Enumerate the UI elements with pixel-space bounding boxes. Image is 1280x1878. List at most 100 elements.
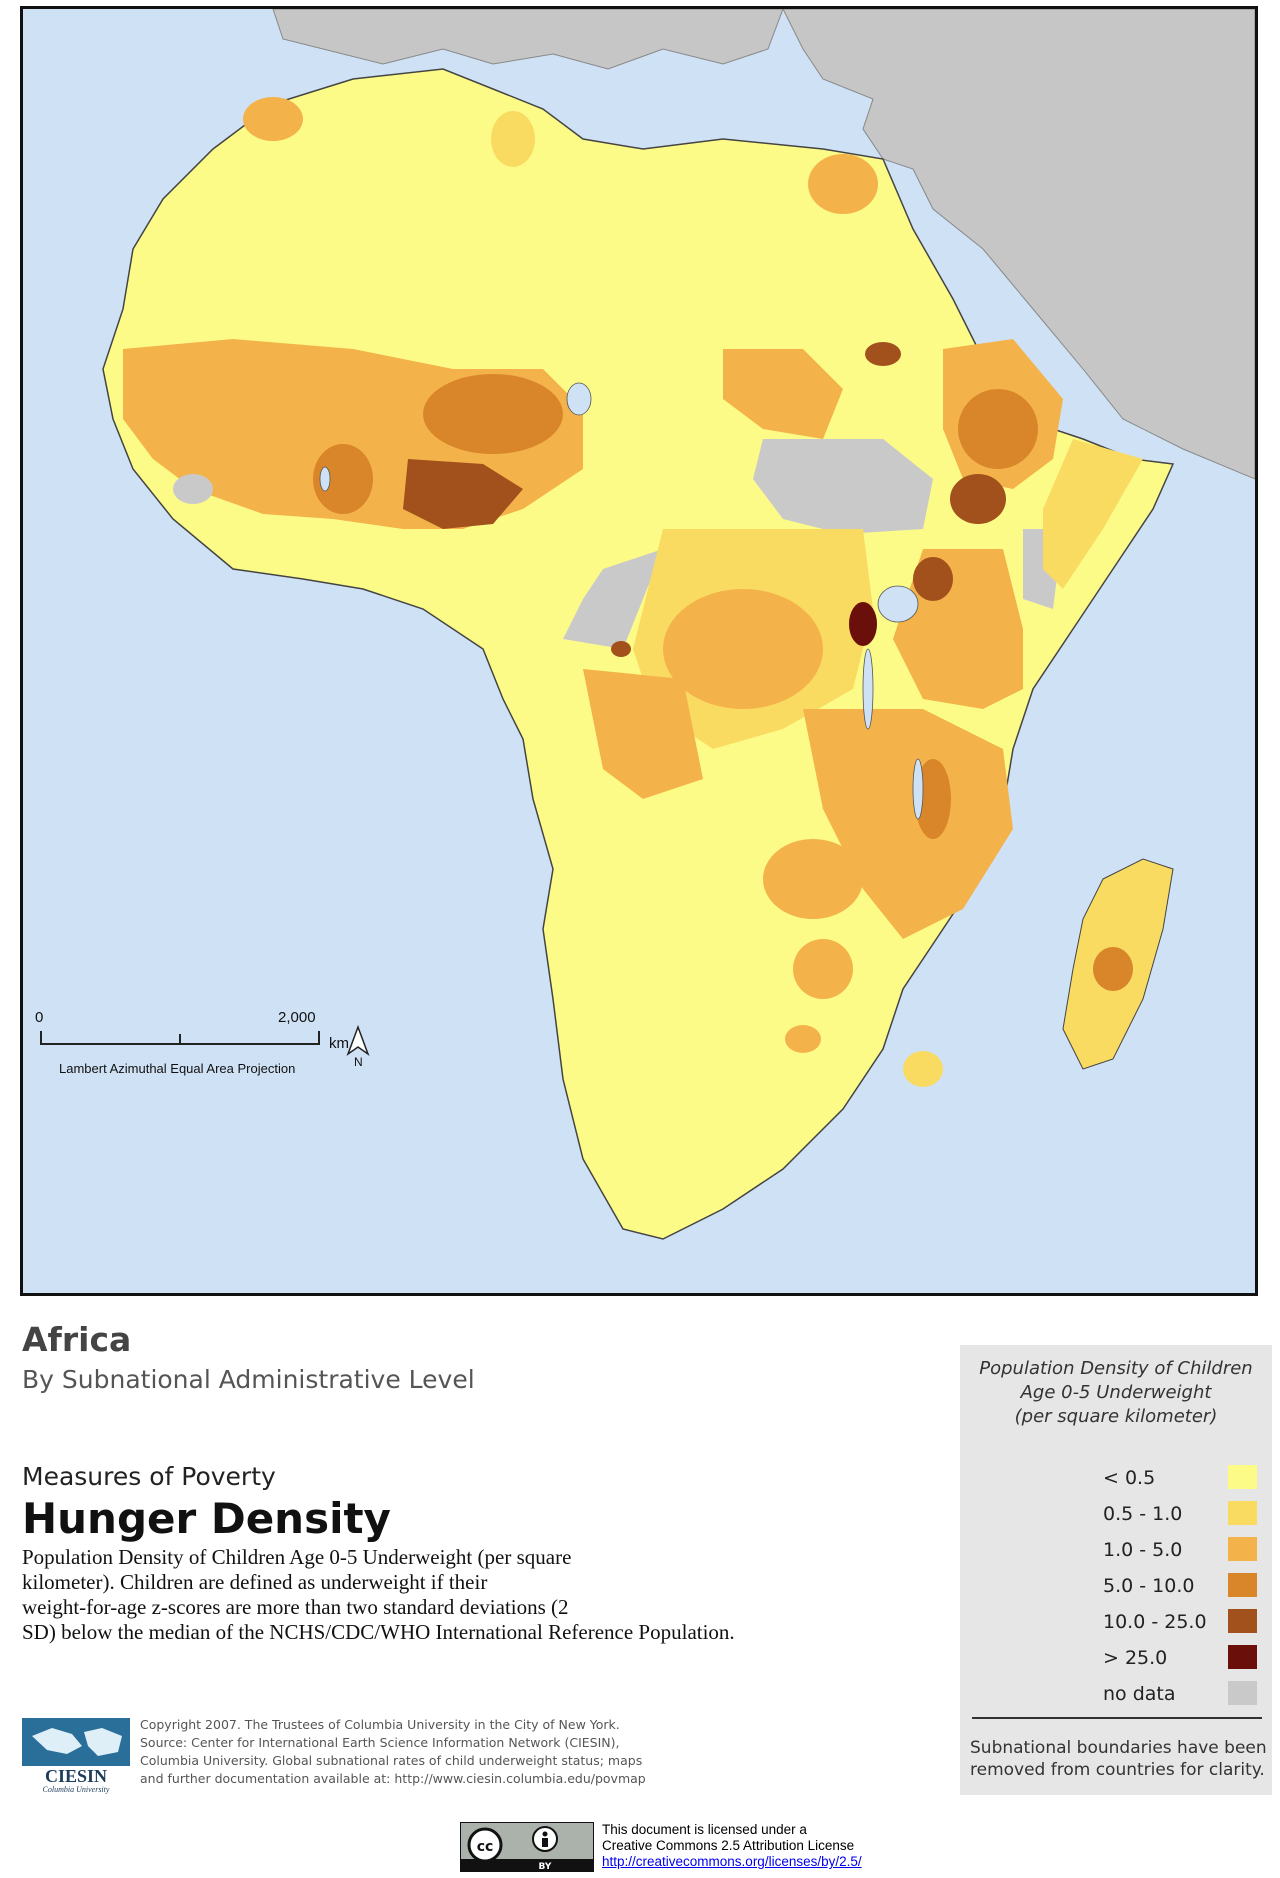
region-south-sudan-nodata — [753, 439, 933, 534]
arabia-landmass — [782, 9, 1255, 480]
lake-chad — [566, 382, 592, 416]
north-label: N — [354, 1055, 363, 1069]
region-zambia — [763, 839, 863, 919]
region-south-africa-east — [785, 1025, 821, 1053]
madagascar-high-density — [1093, 947, 1133, 991]
region-uganda — [913, 557, 953, 601]
legend-label: > 25.0 — [1103, 1647, 1168, 1669]
legend-label: 10.0 - 25.0 — [1103, 1611, 1207, 1633]
legend-item: < 0.5 — [1103, 1465, 1257, 1491]
legend-item: 0.5 - 1.0 — [1103, 1501, 1257, 1527]
region-nile-delta — [808, 154, 878, 214]
legend-swatch — [1228, 1465, 1257, 1489]
legend-note: Subnational boundaries have been removed… — [970, 1737, 1270, 1781]
legend-divider — [972, 1717, 1262, 1719]
legend-title: Population Density of Children Age 0-5 U… — [960, 1357, 1272, 1429]
cc-badge[interactable]: cc BY — [460, 1822, 594, 1872]
scale-max-label: 2,000 — [278, 1009, 316, 1026]
region-ethiopia-highlands — [958, 389, 1038, 469]
legend-item: 10.0 - 25.0 — [1103, 1609, 1257, 1635]
europe-landmass — [272, 9, 784, 70]
legend-item: > 25.0 — [1103, 1645, 1257, 1671]
scale-zero-label: 0 — [35, 1009, 44, 1026]
lakes — [319, 382, 924, 820]
region-angola — [583, 669, 703, 799]
legend-panel: Population Density of Children Age 0-5 U… — [960, 1345, 1272, 1795]
license-block: cc BY This document is licensed under a … — [460, 1822, 862, 1872]
svg-text:cc: cc — [477, 1839, 494, 1855]
projection-label: Lambert Azimuthal Equal Area Projection — [59, 1061, 296, 1076]
region-malawi — [915, 759, 951, 839]
region-sudan-central — [865, 342, 901, 366]
region-tunisia — [491, 111, 535, 167]
north-arrow-icon — [346, 1024, 370, 1056]
legend-title-line: Population Density of Children — [979, 1358, 1253, 1379]
copyright-line: Columbia University. Global subnational … — [140, 1753, 643, 1768]
logo-text: CIESIN — [45, 1766, 107, 1786]
legend-label: 0.5 - 1.0 — [1103, 1503, 1183, 1525]
scale-unit-label: km — [329, 1035, 349, 1052]
legend-label: < 0.5 — [1103, 1467, 1156, 1489]
legend-item: 1.0 - 5.0 — [1103, 1537, 1257, 1563]
density-regions — [123, 97, 1143, 1087]
region-natal — [903, 1051, 943, 1087]
lake-victoria — [877, 585, 919, 623]
map-subtitle: By Subnational Administrative Level — [22, 1365, 475, 1394]
ciesin-logo[interactable]: CIESIN Columbia University — [22, 1718, 130, 1794]
legend-title-line: Age 0-5 Underweight — [1020, 1382, 1212, 1403]
legend-item: 5.0 - 10.0 — [1103, 1573, 1257, 1599]
description: Population Density of Children Age 0-5 U… — [22, 1545, 802, 1645]
license-line: Creative Commons 2.5 Attribution License — [602, 1838, 855, 1853]
description-line: Population Density of Children Age 0-5 U… — [22, 1545, 572, 1569]
legend-swatch — [1228, 1537, 1257, 1561]
description-line: SD) below the median of the NCHS/CDC/WHO… — [22, 1620, 735, 1644]
copyright-line: Source: Center for International Earth S… — [140, 1735, 620, 1750]
legend-note-line: removed from countries for clarity. — [970, 1760, 1265, 1780]
legend-note-line: Subnational boundaries have been — [970, 1738, 1267, 1758]
scale-bar — [40, 1031, 320, 1045]
legend-swatch — [1228, 1573, 1257, 1597]
copyright-block: Copyright 2007. The Trustees of Columbia… — [140, 1716, 700, 1788]
region-liberia-nodata — [173, 474, 213, 504]
lake-malawi — [912, 758, 924, 820]
legend-swatch — [1228, 1645, 1257, 1669]
legend-label: 5.0 - 10.0 — [1103, 1575, 1195, 1597]
copyright-line: Copyright 2007. The Trustees of Columbia… — [140, 1717, 620, 1732]
region-sudan — [723, 349, 843, 439]
description-line: weight-for-age z-scores are more than tw… — [22, 1595, 569, 1619]
region-ghana — [313, 444, 373, 514]
logo-sub: Columbia University — [43, 1785, 110, 1794]
lake-volta — [319, 466, 331, 492]
region-south-africa-north — [793, 939, 853, 999]
region-morocco — [243, 97, 303, 141]
legend-label: no data — [1103, 1683, 1176, 1705]
series-label: Measures of Poverty — [22, 1462, 276, 1491]
license-link[interactable]: http://creativecommons.org/licenses/by/2… — [602, 1854, 862, 1869]
region-ethiopia-south — [950, 474, 1006, 524]
cc-icon: cc BY — [461, 1826, 593, 1872]
legend-swatch — [1228, 1501, 1257, 1525]
lake-tanganyika — [862, 648, 874, 730]
region-somalia — [1043, 439, 1143, 589]
copyright-line: and further documentation available at: … — [140, 1771, 646, 1786]
license-line: This document is licensed under a — [602, 1822, 807, 1837]
region-northern-nigeria — [423, 374, 563, 454]
map-frame[interactable]: 0 2,000 km N Lambert Azimuthal Equal Are… — [20, 6, 1258, 1296]
license-text: This document is licensed under a Creati… — [602, 1822, 862, 1870]
region-drc-interior — [663, 589, 823, 709]
legend-swatch — [1228, 1609, 1257, 1633]
legend-label: 1.0 - 5.0 — [1103, 1539, 1183, 1561]
legend-item: no data — [1103, 1681, 1257, 1707]
africa-map — [23, 9, 1255, 1293]
region-southern-nigeria — [403, 459, 523, 529]
theme-title: Hunger Density — [22, 1494, 391, 1543]
map-title: Africa — [22, 1320, 132, 1359]
region-gabon-nodata — [563, 549, 663, 649]
legend-swatch — [1228, 1681, 1257, 1705]
description-line: kilometer). Children are defined as unde… — [22, 1570, 488, 1594]
cc-badge-by: BY — [539, 1862, 552, 1871]
region-rwanda-burundi — [849, 602, 877, 646]
region-mozambique — [803, 709, 1013, 939]
globe-icon: CIESIN Columbia University — [22, 1718, 130, 1794]
legend-title-line: (per square kilometer) — [1014, 1406, 1218, 1427]
